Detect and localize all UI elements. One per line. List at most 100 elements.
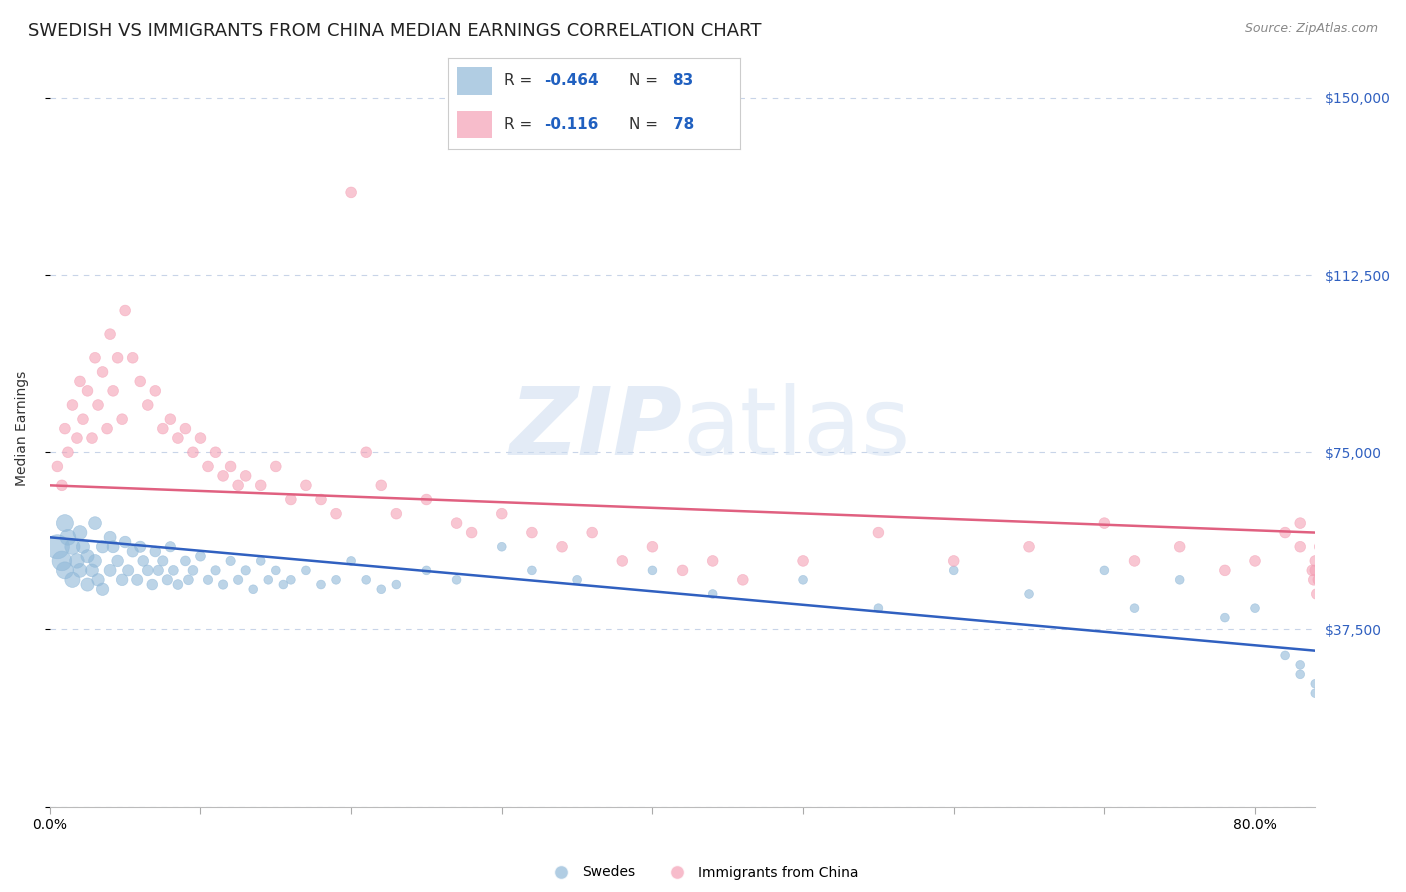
Point — [1289, 540, 1312, 554]
Text: ZIP: ZIP — [510, 383, 682, 475]
Point — [370, 582, 392, 597]
Point — [792, 573, 814, 587]
Point — [212, 577, 235, 591]
Point — [136, 563, 159, 577]
Point — [1289, 657, 1312, 672]
Point — [72, 412, 94, 426]
Point — [1018, 540, 1040, 554]
Point — [46, 540, 69, 554]
Point — [325, 507, 347, 521]
Point — [204, 563, 226, 577]
Point — [127, 573, 149, 587]
Point — [295, 478, 318, 492]
Point — [181, 563, 204, 577]
Point — [76, 577, 98, 591]
Point — [46, 459, 69, 474]
Point — [385, 507, 408, 521]
Point — [1168, 540, 1191, 554]
Point — [51, 478, 73, 492]
Point — [197, 573, 219, 587]
Point — [340, 186, 363, 200]
Point — [141, 577, 163, 591]
Point — [167, 431, 190, 445]
Point — [520, 525, 543, 540]
Point — [204, 445, 226, 459]
Point — [325, 573, 347, 587]
Point — [612, 554, 634, 568]
Point — [1306, 587, 1329, 601]
Point — [273, 577, 295, 591]
Point — [96, 422, 118, 436]
Point — [1123, 554, 1146, 568]
Point — [415, 492, 437, 507]
Point — [56, 530, 79, 544]
Point — [129, 375, 152, 389]
Point — [242, 582, 264, 597]
Point — [1274, 525, 1296, 540]
Point — [143, 544, 166, 558]
Point — [66, 431, 89, 445]
Point — [1302, 573, 1324, 587]
Point — [174, 422, 197, 436]
Point — [1092, 563, 1115, 577]
Point — [671, 563, 693, 577]
Point — [121, 351, 143, 365]
Point — [53, 563, 76, 577]
Point — [152, 554, 174, 568]
Point — [354, 445, 377, 459]
Point — [72, 540, 94, 554]
Point — [1312, 266, 1334, 280]
Point — [354, 573, 377, 587]
Point — [702, 587, 724, 601]
Point — [264, 459, 287, 474]
Point — [942, 554, 965, 568]
Point — [69, 563, 91, 577]
Point — [190, 549, 212, 564]
Point — [520, 563, 543, 577]
Text: atlas: atlas — [682, 383, 911, 475]
Point — [197, 459, 219, 474]
Text: Source: ZipAtlas.com: Source: ZipAtlas.com — [1244, 22, 1378, 36]
Point — [152, 422, 174, 436]
Point — [280, 573, 302, 587]
Point — [1303, 677, 1326, 691]
Point — [1274, 648, 1296, 663]
Point — [111, 412, 134, 426]
Point — [219, 554, 242, 568]
Point — [101, 540, 124, 554]
Point — [62, 398, 84, 412]
Point — [69, 375, 91, 389]
Point — [107, 351, 129, 365]
Point — [340, 554, 363, 568]
Point — [446, 516, 468, 530]
Point — [702, 554, 724, 568]
Point — [731, 573, 754, 587]
Point — [114, 535, 136, 549]
Text: SWEDISH VS IMMIGRANTS FROM CHINA MEDIAN EARNINGS CORRELATION CHART: SWEDISH VS IMMIGRANTS FROM CHINA MEDIAN … — [28, 22, 762, 40]
Point — [98, 327, 121, 342]
Point — [101, 384, 124, 398]
Point — [942, 563, 965, 577]
Point — [1308, 573, 1330, 587]
Point — [1301, 563, 1323, 577]
Point — [1289, 667, 1312, 681]
Point — [159, 540, 181, 554]
Point — [53, 516, 76, 530]
Point — [1244, 601, 1267, 615]
Point — [156, 573, 179, 587]
Point — [309, 492, 332, 507]
Point — [370, 478, 392, 492]
Point — [1309, 540, 1331, 554]
Point — [1244, 554, 1267, 568]
Point — [446, 573, 468, 587]
Point — [1310, 563, 1333, 577]
Point — [226, 478, 249, 492]
Point — [1168, 573, 1191, 587]
Point — [868, 601, 890, 615]
Point — [62, 573, 84, 587]
Point — [551, 540, 574, 554]
Point — [1213, 610, 1236, 624]
Point — [80, 431, 103, 445]
Point — [1092, 516, 1115, 530]
Point — [1289, 516, 1312, 530]
